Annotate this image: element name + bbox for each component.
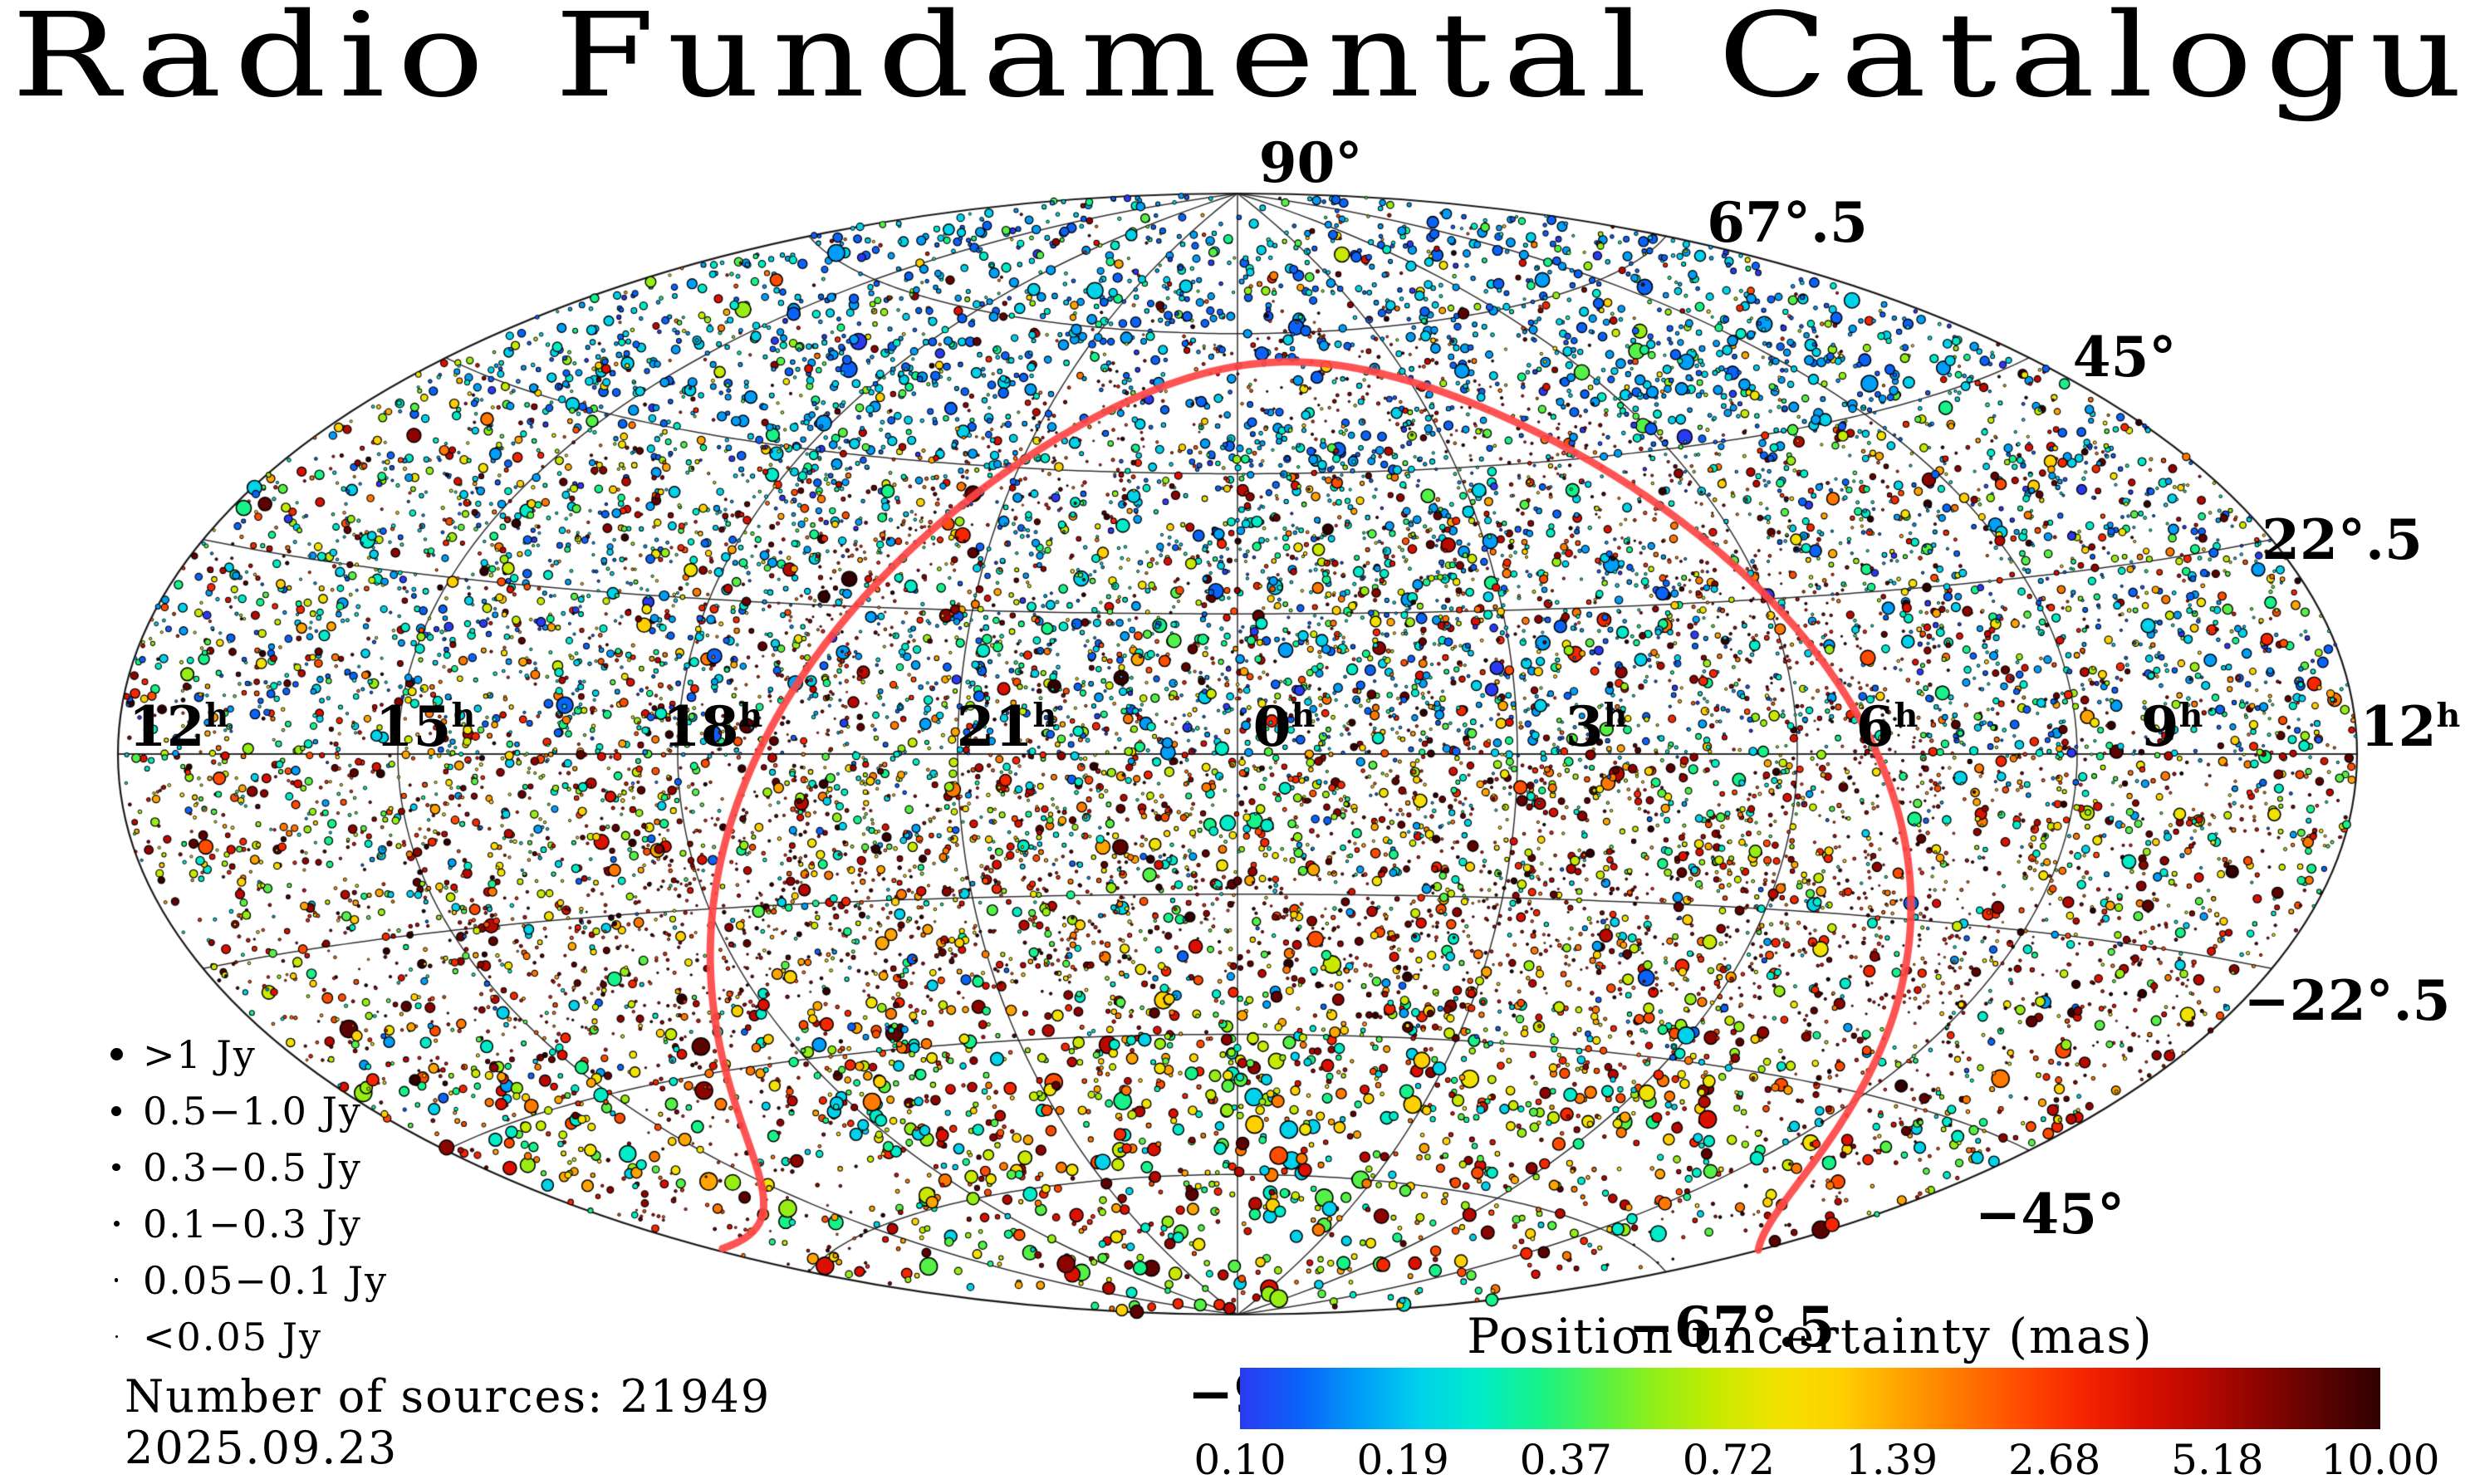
legend-dot-0p05-0p1jy (114, 1278, 119, 1282)
legend-row: <0.05 Jy (98, 1314, 388, 1359)
ra-tick-9h: 9h (2140, 694, 2203, 759)
legend-row: >1 Jy (98, 1031, 388, 1077)
legend-row: 0.5−1.0 Jy (98, 1089, 388, 1134)
ra-tick-21h: 21h (956, 694, 1057, 759)
legend-dot-lt0p05jy (115, 1335, 118, 1338)
legend-row: 0.3−0.5 Jy (98, 1144, 388, 1190)
legend-dot-0p3-0p5jy (112, 1163, 120, 1172)
chart-title: Radio Fundamental Catalogue (12, 0, 2470, 124)
legend-row: 0.1−0.3 Jy (98, 1201, 388, 1246)
legend-label: 0.1−0.3 Jy (143, 1201, 362, 1246)
legend-label: 0.3−0.5 Jy (143, 1144, 362, 1190)
colorbar-tick-0p72: 0.72 (1682, 1436, 1776, 1484)
legend-label: 0.05−0.1 Jy (143, 1257, 389, 1303)
legend-dot-0p1-0p3jy (113, 1221, 120, 1227)
dec-tick-minus22-5: −22°.5 (2243, 968, 2451, 1033)
colorbar-tick-0p10: 0.10 (1193, 1436, 1286, 1484)
colorbar-tick-0p19: 0.19 (1356, 1436, 1449, 1484)
dec-tick-plus22-5: 22°.5 (2262, 507, 2423, 572)
legend-dot-gt1jy (110, 1048, 123, 1060)
legend-label: 0.5−1.0 Jy (143, 1088, 362, 1134)
legend-dot-0p5-1jy (111, 1105, 121, 1116)
ra-tick-0h: 0h (1252, 694, 1316, 759)
dec-tick-plus45: 45° (2072, 325, 2177, 389)
legend-label: <0.05 Jy (143, 1314, 323, 1359)
colorbar-tick-5p18: 5.18 (2171, 1436, 2264, 1484)
ra-tick-18h: 18h (662, 694, 763, 759)
dec-tick-minus67-5: −67°.5 (1628, 1295, 1835, 1359)
legend-label: >1 Jy (143, 1031, 257, 1077)
ra-tick-12h-left: 12h (128, 694, 229, 759)
colorbar-title: Position uncertainty (mas) (1467, 1308, 2154, 1364)
dec-tick-plus67-5: 67°.5 (1707, 190, 1868, 255)
flux-legend: >1 Jy 0.5−1.0 Jy 0.3−0.5 Jy 0.1−0.3 Jy 0… (98, 1031, 389, 1374)
ra-tick-12h-right: 12h (2360, 694, 2461, 759)
sources-count: Number of sources: 21949 (125, 1370, 772, 1423)
colorbar-tick-1p39: 1.39 (1845, 1436, 1938, 1484)
dec-tick-minus45: −45° (1974, 1182, 2125, 1246)
legend-row: 0.05−0.1 Jy (98, 1257, 389, 1303)
colorbar-tick-2p68: 2.68 (2008, 1436, 2101, 1484)
colorbar-tick-0p37: 0.37 (1519, 1436, 1612, 1484)
catalogue-date: 2025.09.23 (125, 1422, 399, 1474)
ra-tick-6h: 6h (1855, 694, 1919, 759)
ra-tick-15h: 15h (375, 694, 476, 759)
colorbar-gradient (1240, 1368, 2380, 1429)
dec-tick-plus90: 90° (1258, 130, 1363, 195)
colorbar-tick-10p00: 10.00 (2321, 1436, 2440, 1484)
ra-tick-3h: 3h (1565, 694, 1628, 759)
